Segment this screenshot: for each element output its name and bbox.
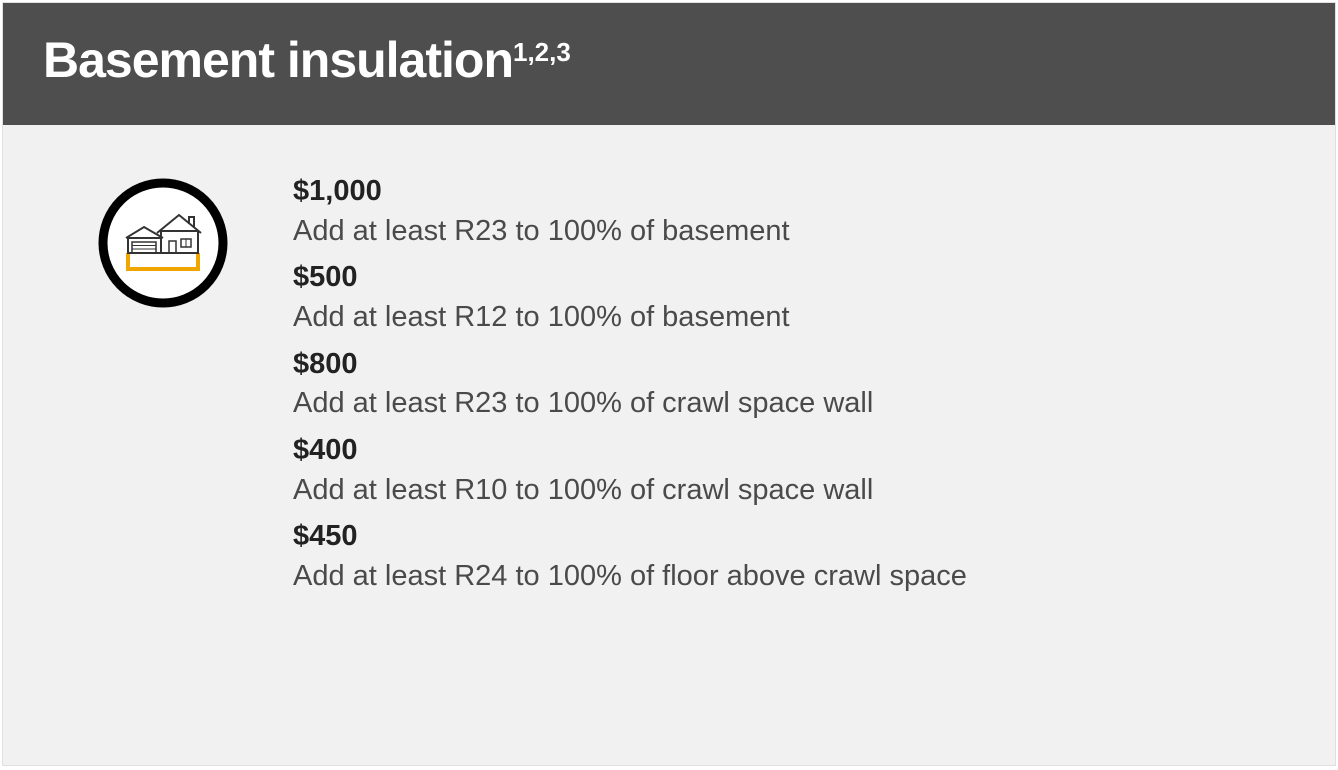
price-description: Add at least R12 to 100% of basement [293, 297, 1245, 338]
price-amount: $400 [293, 432, 1245, 470]
price-amount: $450 [293, 518, 1245, 556]
price-description: Add at least R10 to 100% of crawl space … [293, 470, 1245, 511]
card-body: $1,000 Add at least R23 to 100% of basem… [3, 125, 1335, 765]
price-description: Add at least R24 to 100% of floor above … [293, 556, 1245, 597]
card-title-superscript: 1,2,3 [513, 37, 571, 67]
price-amount: $1,000 [293, 173, 1245, 211]
info-card: Basement insulation1,2,3 [2, 2, 1336, 766]
price-amount: $800 [293, 346, 1245, 384]
price-amount: $500 [293, 259, 1245, 297]
house-basement-icon [93, 173, 233, 318]
card-header: Basement insulation1,2,3 [3, 3, 1335, 125]
price-list: $1,000 Add at least R23 to 100% of basem… [293, 173, 1245, 602]
price-description: Add at least R23 to 100% of basement [293, 211, 1245, 252]
price-description: Add at least R23 to 100% of crawl space … [293, 383, 1245, 424]
card-title: Basement insulation [43, 32, 513, 88]
